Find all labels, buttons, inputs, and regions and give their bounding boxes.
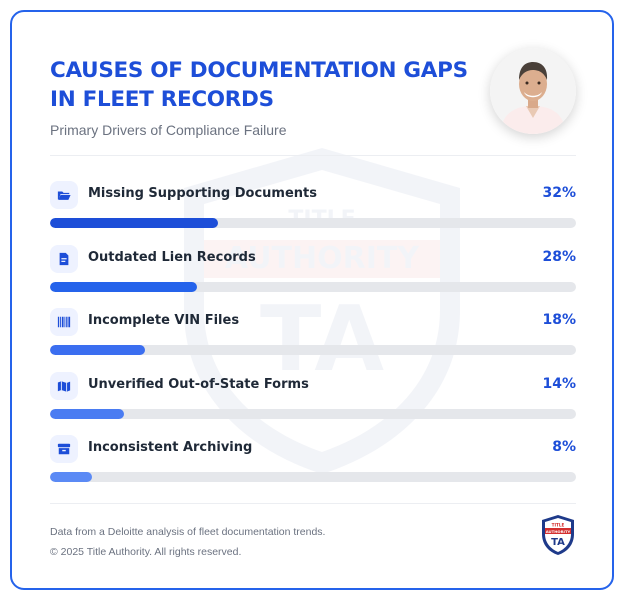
bar [50, 408, 124, 419]
chart-row: Incomplete VIN Files 18% [50, 302, 576, 362]
header: CAUSES OF DOCUMENTATION GAPS IN FLEET RE… [50, 56, 480, 138]
chart-row: Outdated Lien Records 28% [50, 239, 576, 299]
category-label: Outdated Lien Records [88, 249, 256, 265]
chart-row: Unverified Out-of-State Forms 14% [50, 366, 576, 426]
bar-track [50, 218, 576, 228]
category-label: Incomplete VIN Files [88, 313, 240, 328]
category-label: Unverified Out-of-State Forms [88, 376, 309, 392]
header-divider [50, 155, 576, 156]
bar [50, 281, 198, 292]
chart-row: Inconsistent Archiving 8% [50, 429, 576, 489]
barcode-icon [50, 308, 78, 336]
value-label: 18% [542, 312, 576, 328]
watermark-middle-text: AUTHORITY [225, 241, 420, 276]
watermark-bottom-text: TA [260, 287, 384, 392]
bar [50, 345, 145, 355]
category-label: Inconsistent Archiving [88, 440, 253, 455]
bar-track [50, 345, 576, 355]
document-icon [50, 244, 78, 273]
map-icon [50, 371, 78, 400]
bar-track [50, 408, 576, 419]
footer-divider [50, 503, 576, 504]
category-label: Missing Supporting Documents [88, 186, 317, 201]
folder-open-icon [50, 181, 78, 209]
infographic-card: TITLE AUTHORITY TA CAUSES OF DOCUMENTATI… [10, 10, 614, 590]
copyright-note: © 2025 Title Authority. All rights reser… [50, 546, 242, 558]
avatar [490, 48, 576, 134]
value-label: 8% [552, 439, 576, 455]
title-authority-logo: TITLE AUTHORITY TA [542, 515, 574, 555]
bar-track [50, 472, 576, 482]
logo-top-text: TITLE [552, 523, 565, 528]
archive-box-icon [50, 435, 78, 463]
bar [50, 218, 219, 228]
logo-middle-text: AUTHORITY [546, 529, 571, 534]
source-note: Data from a Deloitte analysis of fleet d… [50, 526, 326, 538]
bar-track [50, 281, 576, 292]
chart-title: CAUSES OF DOCUMENTATION GAPS IN FLEET RE… [50, 58, 468, 112]
footer: Data from a Deloitte analysis of fleet d… [50, 524, 325, 560]
value-label: 14% [542, 375, 576, 392]
title-authority-watermark: TITLE AUTHORITY TA [184, 148, 460, 474]
logo-bottom-text: TA [551, 537, 565, 548]
bar-chart: Missing Supporting Documents 32% Outdated … [50, 175, 576, 495]
bar [50, 472, 93, 482]
value-label: 32% [542, 185, 576, 201]
chart-subtitle: Primary Drivers of Compliance Failure [50, 122, 287, 138]
value-label: 28% [542, 248, 576, 265]
chart-row: Missing Supporting Documents 32% [50, 175, 576, 235]
